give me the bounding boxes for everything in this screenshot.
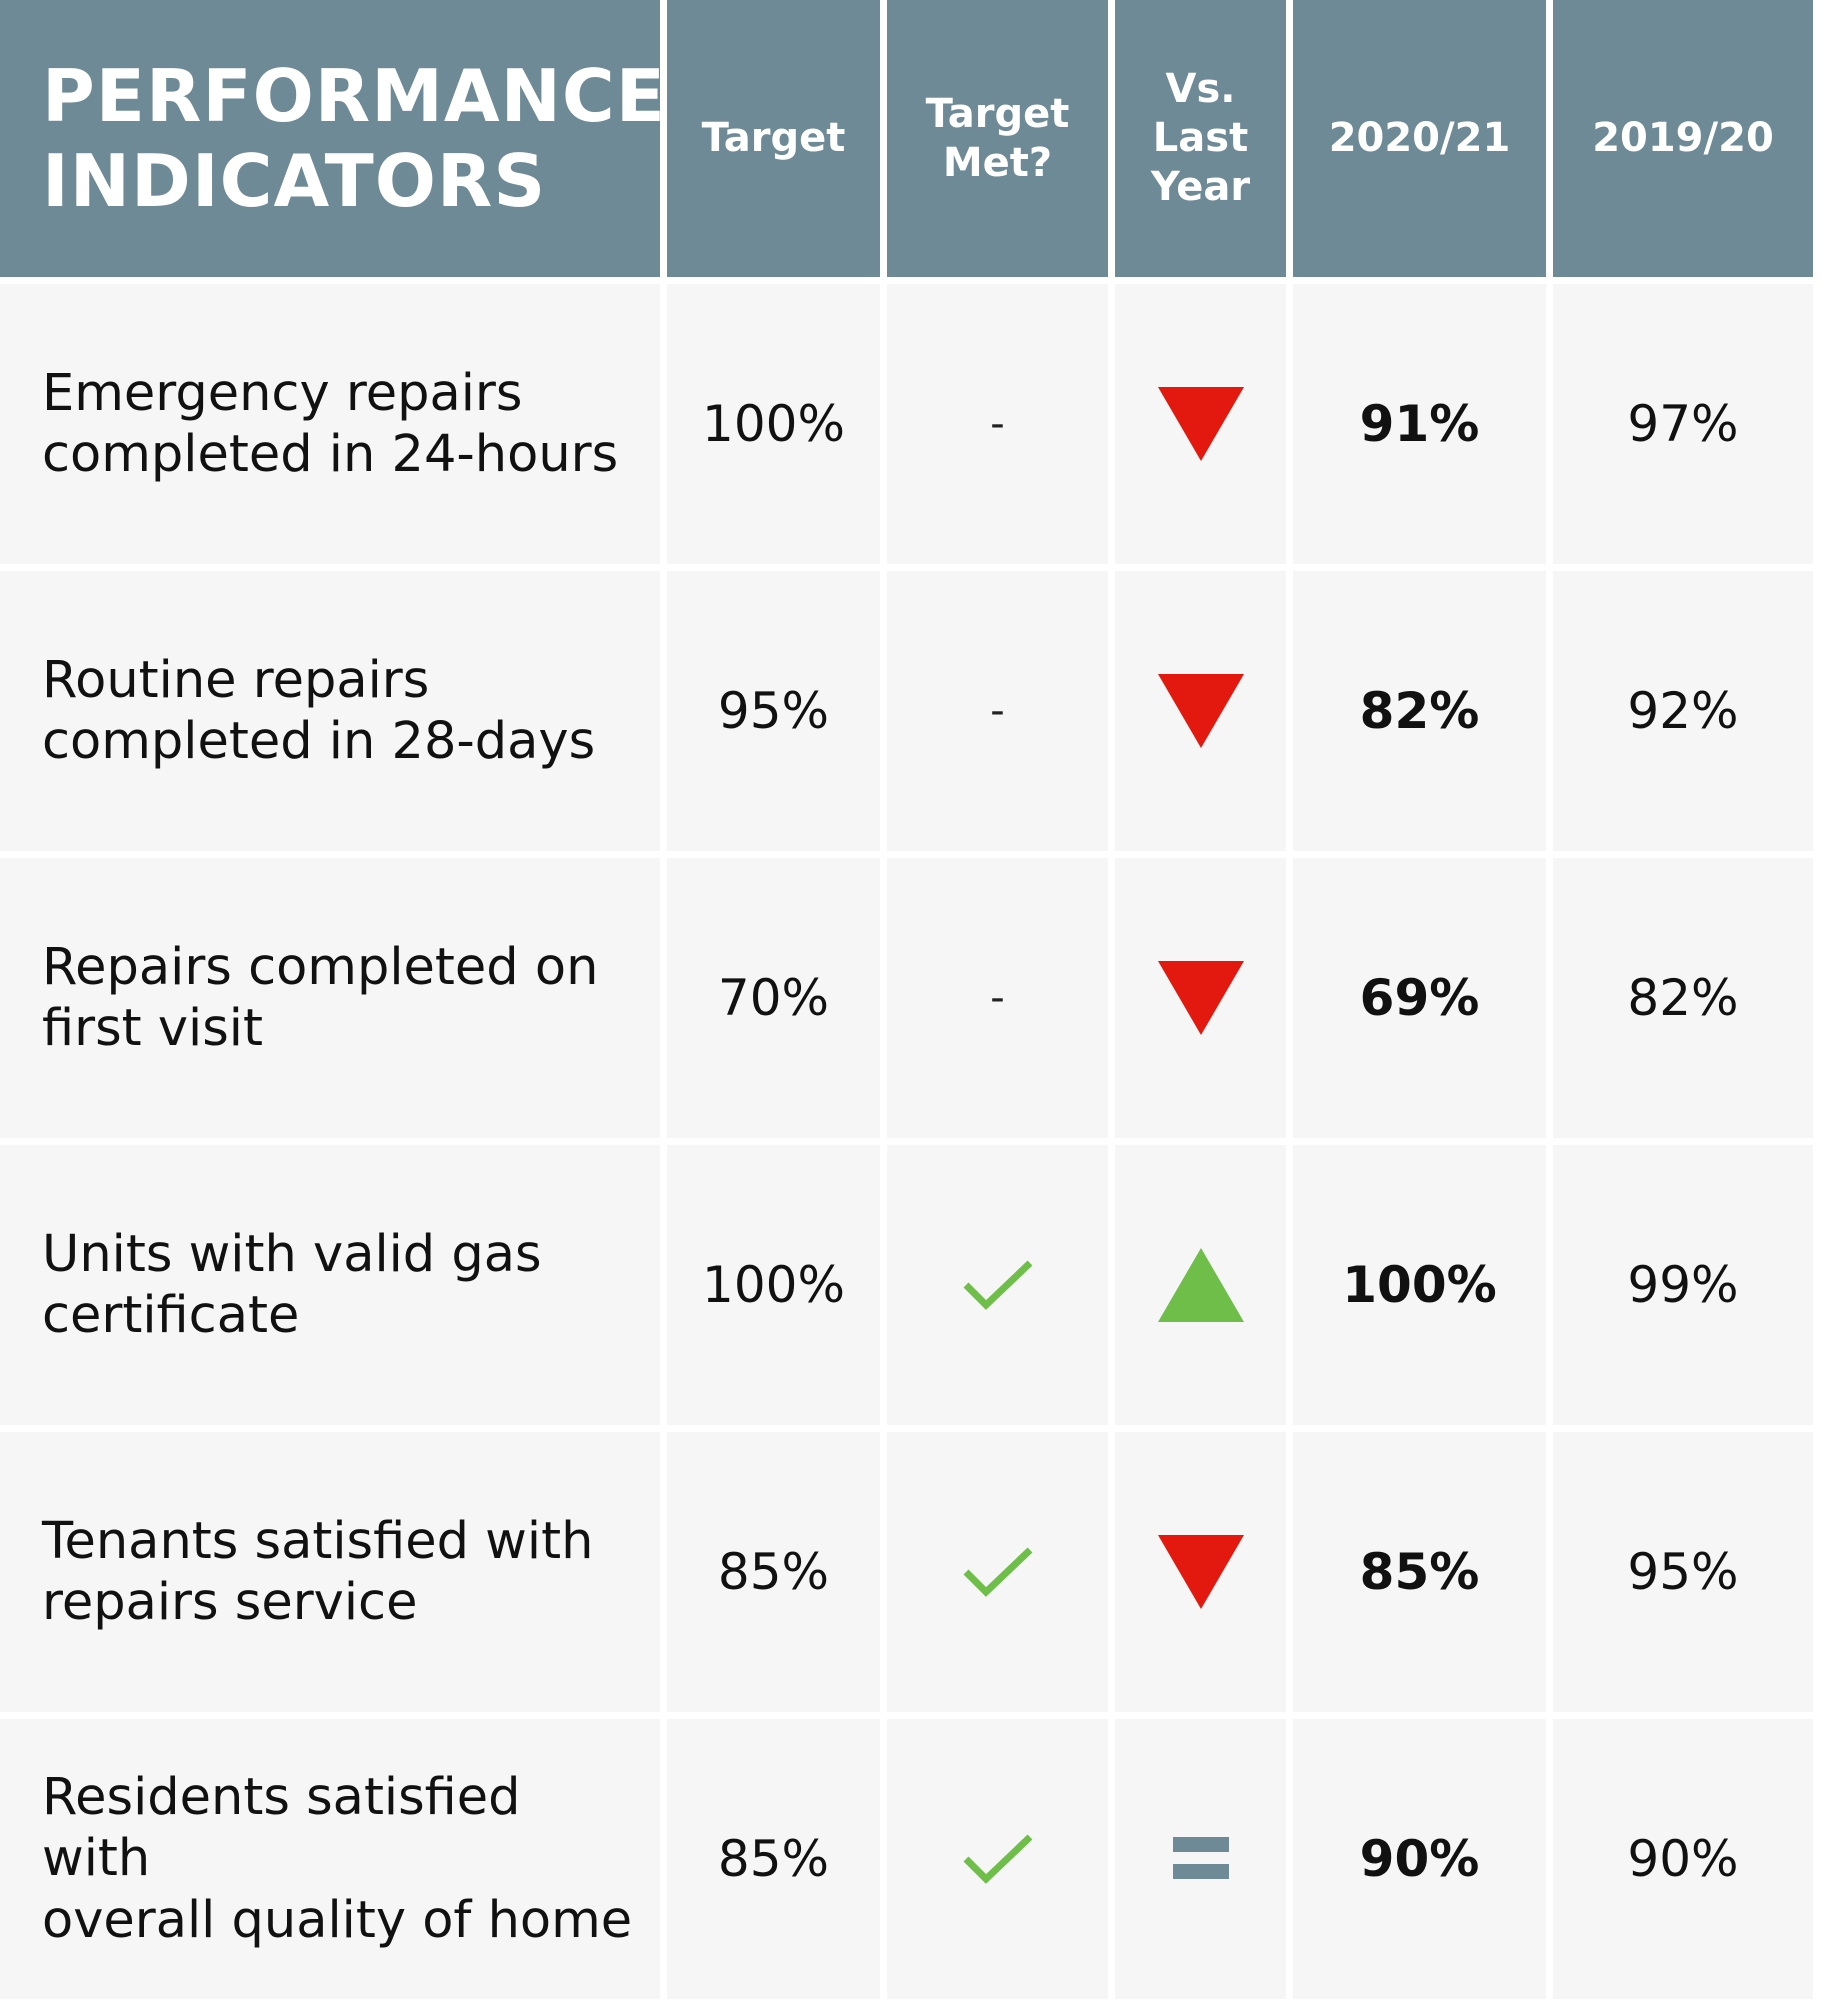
previous-year-value: 82%: [1553, 858, 1813, 1138]
previous-year-value: 95%: [1553, 1432, 1813, 1712]
current-year-value: 90%: [1293, 1719, 1546, 1999]
current-year-value: 91%: [1293, 284, 1546, 564]
previous-year-value: 97%: [1553, 284, 1813, 564]
previous-year-value: 90%: [1553, 1719, 1813, 1999]
header-vs-last-year: Vs. Last Year: [1115, 0, 1286, 277]
indicator-label: Residents satisfied with overall quality…: [0, 1719, 660, 1999]
indicator-label: Tenants satisfied with repairs service: [0, 1432, 660, 1712]
target-value: 95%: [667, 571, 880, 851]
indicator-label: Units with valid gas certificate: [0, 1145, 660, 1425]
table-title: PERFORMANCE INDICATORS: [0, 0, 665, 277]
trend-cell: [1115, 1145, 1286, 1425]
target-value: 85%: [667, 1432, 880, 1712]
target-value: 100%: [667, 284, 880, 564]
down-triangle-icon: [1157, 1535, 1244, 1609]
trend-cell: [1115, 1432, 1286, 1712]
down-triangle-icon: [1157, 961, 1244, 1035]
header-year-previous: 2019/20: [1553, 0, 1813, 277]
current-year-value: 85%: [1293, 1432, 1546, 1712]
check-icon: [963, 1260, 1032, 1310]
header-target: Target: [667, 0, 880, 277]
target-met-cell: -: [887, 571, 1108, 851]
target-met-value: -: [990, 688, 1005, 734]
target-met-cell: -: [887, 858, 1108, 1138]
previous-year-value: 92%: [1553, 571, 1813, 851]
target-value: 85%: [667, 1719, 880, 1999]
current-year-value: 100%: [1293, 1145, 1546, 1425]
target-met-cell: [887, 1432, 1108, 1712]
indicator-label: Emergency repairs completed in 24-hours: [0, 284, 660, 564]
trend-cell: [1115, 284, 1286, 564]
trend-cell: [1115, 571, 1286, 851]
check-icon: [963, 1834, 1032, 1884]
check-icon: [963, 1547, 1032, 1597]
indicator-label: Routine repairs completed in 28-days: [0, 571, 660, 851]
current-year-value: 82%: [1293, 571, 1546, 851]
header-target-met: Target Met?: [887, 0, 1108, 277]
target-met-cell: -: [887, 284, 1108, 564]
target-met-value: -: [990, 975, 1005, 1021]
up-triangle-icon: [1157, 1248, 1244, 1322]
target-met-value: -: [990, 401, 1005, 447]
target-value: 70%: [667, 858, 880, 1138]
down-triangle-icon: [1157, 674, 1244, 748]
trend-cell: [1115, 858, 1286, 1138]
previous-year-value: 99%: [1553, 1145, 1813, 1425]
target-value: 100%: [667, 1145, 880, 1425]
equal-icon: [1172, 1837, 1229, 1879]
trend-cell: [1115, 1719, 1286, 1999]
indicator-label: Repairs completed on first visit: [0, 858, 660, 1138]
target-met-cell: [887, 1719, 1108, 1999]
down-triangle-icon: [1157, 387, 1244, 461]
target-met-cell: [887, 1145, 1108, 1425]
header-year-current: 2020/21: [1293, 0, 1546, 277]
current-year-value: 69%: [1293, 858, 1546, 1138]
